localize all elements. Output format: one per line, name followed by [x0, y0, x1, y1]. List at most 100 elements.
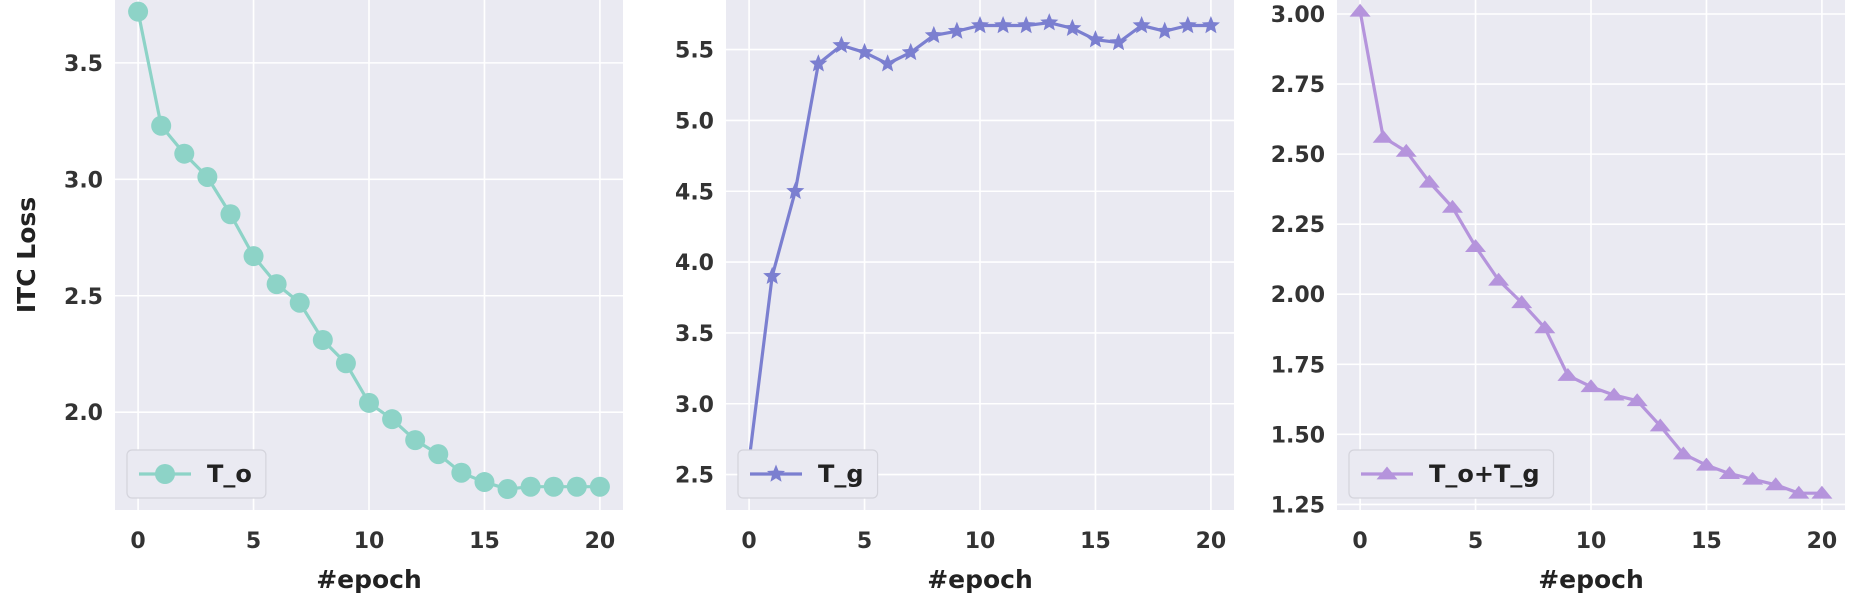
data-point	[901, 42, 920, 61]
chart-panel-2: 2.5 3.0 3.5 4.0 4.5 5.0 5.5 0 5 10 15 20 #epoch T_g	[675, 0, 1234, 594]
data-point	[1349, 3, 1371, 17]
data-point	[1441, 199, 1463, 213]
data-point	[1395, 143, 1417, 157]
data-point	[1418, 174, 1440, 188]
data-point	[520, 476, 541, 497]
x-tick-label: 0	[130, 529, 145, 554]
data-point	[832, 35, 851, 54]
x-tick-label: 0	[1352, 529, 1367, 554]
x-tick-label: 10	[965, 529, 996, 554]
y-tick-label: 1.75	[1271, 353, 1325, 378]
legend: T_o	[126, 449, 267, 499]
x-tick-label: 15	[1080, 529, 1111, 554]
y-tick-label: 4.0	[675, 251, 714, 276]
data-point	[451, 462, 472, 483]
data-point	[1626, 393, 1648, 407]
x-tick-label: 0	[741, 529, 756, 554]
data-point	[1488, 272, 1510, 286]
y-tick-label: 2.5	[64, 285, 103, 310]
data-point	[428, 444, 449, 465]
y-tick-label: 3.5	[64, 52, 103, 77]
y-tick-label: 2.50	[1271, 143, 1325, 168]
y-axis-label: ITC Loss	[12, 197, 41, 313]
data-point	[1672, 446, 1694, 460]
x-tick-label: 20	[585, 529, 616, 554]
data-point	[174, 143, 195, 164]
y-tick-label: 1.25	[1271, 493, 1325, 518]
x-axis-label: #epoch	[316, 565, 422, 594]
data-point	[1132, 16, 1151, 34]
data-point	[1511, 295, 1533, 309]
data-point	[243, 246, 264, 267]
legend-marker	[766, 464, 786, 482]
data-point	[1017, 16, 1036, 34]
legend-box	[737, 449, 879, 499]
data-point	[1063, 18, 1082, 37]
legend-box	[126, 449, 267, 499]
y-tick-label: 3.0	[675, 393, 714, 418]
data-point	[405, 430, 426, 451]
data-point	[382, 409, 403, 430]
data-point	[266, 274, 287, 295]
x-tick-label: 15	[469, 529, 500, 554]
x-tick-label: 5	[1468, 529, 1483, 554]
data-point	[878, 54, 897, 72]
y-tick-label: 3.00	[1271, 3, 1325, 28]
data-point	[151, 115, 172, 136]
data-point	[809, 54, 828, 72]
data-point	[1201, 16, 1220, 34]
y-tick-label: 2.5	[675, 464, 714, 489]
x-axis-label: #epoch	[927, 565, 1033, 594]
data-point	[312, 330, 333, 350]
data-point	[1719, 466, 1741, 480]
y-tick-label: 3.0	[64, 168, 103, 193]
chart-panel-3: 1.25 1.50 1.75 2.00 2.25 2.50 2.75 3.00 0 5 10 15 20…	[1271, 0, 1845, 594]
data-point	[359, 392, 379, 413]
legend-marker	[1376, 466, 1398, 480]
legend-label: T_o+T_g	[1429, 460, 1540, 488]
x-tick-label: 10	[354, 529, 385, 554]
data-point	[947, 21, 966, 39]
y-tick-label: 2.0	[64, 401, 103, 426]
chart-panel-1: 2.0 2.5 3.0 3.5 0 5 10 15 20 #epoch ITC Loss T_o	[12, 0, 623, 594]
data-point	[589, 476, 610, 497]
x-tick-label: 5	[857, 529, 872, 554]
data-point	[1742, 471, 1764, 485]
y-tick-label: 4.5	[675, 180, 714, 205]
data-point	[566, 476, 587, 497]
data-point	[970, 16, 990, 34]
data-point	[855, 42, 874, 61]
data-point	[1788, 485, 1810, 499]
data-point	[497, 479, 518, 500]
data-point	[786, 181, 805, 199]
y-tick-label: 5.0	[675, 109, 714, 134]
data-point	[197, 166, 218, 187]
data-point	[1695, 457, 1717, 471]
data-point	[1603, 387, 1625, 401]
y-tick-label: 2.00	[1271, 283, 1325, 308]
data-point	[1765, 477, 1787, 491]
data-point	[1155, 21, 1174, 39]
data-point	[1109, 33, 1128, 51]
x-tick-label: 20	[1807, 529, 1838, 554]
data-point	[1580, 379, 1602, 393]
y-tick-label: 2.75	[1271, 73, 1325, 98]
legend: T_o+T_g	[1348, 449, 1555, 499]
data-point	[924, 25, 943, 44]
data-point	[1811, 485, 1833, 499]
legend-marker	[155, 464, 175, 484]
x-tick-label: 10	[1576, 529, 1607, 554]
data-point	[1649, 418, 1671, 432]
legend: T_g	[737, 449, 879, 499]
y-tick-label: 1.50	[1271, 423, 1325, 448]
legend-box	[1348, 449, 1555, 499]
y-tick-label: 5.5	[675, 39, 714, 64]
data-point	[1086, 30, 1105, 48]
y-tick-label: 3.5	[675, 322, 714, 347]
data-point	[543, 476, 564, 497]
data-point	[994, 16, 1013, 34]
data-point	[1557, 368, 1579, 381]
x-tick-label: 15	[1691, 529, 1722, 554]
data-point	[1534, 320, 1556, 334]
